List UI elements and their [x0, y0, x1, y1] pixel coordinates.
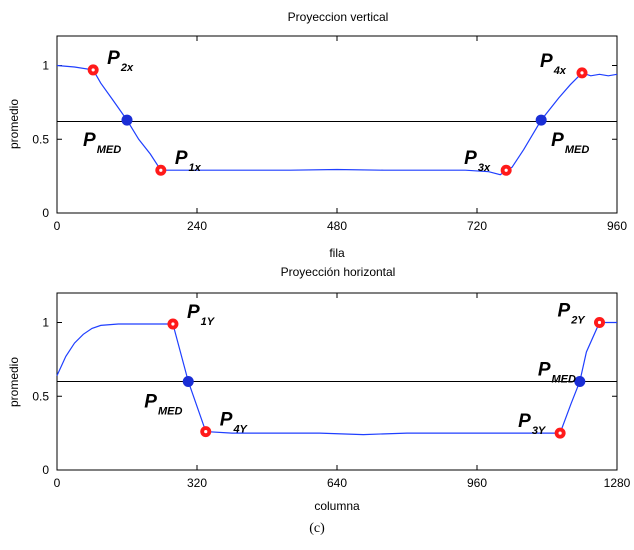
point-annotation: PMED	[83, 130, 121, 156]
series-line	[56, 321, 617, 436]
red-point-center	[171, 322, 175, 326]
y-tick-label: 0.5	[32, 132, 49, 146]
axis-ticks: 0 320 640 960 1280 0 0.5 1	[32, 293, 631, 490]
point-annotation-subscript: 1Y	[201, 316, 216, 328]
red-point-center	[580, 71, 584, 75]
blue-point-marker	[121, 114, 133, 126]
series-line	[56, 64, 618, 176]
point-annotation: PMED	[538, 360, 576, 386]
y-tick-label: 1	[42, 59, 49, 73]
y-tick-label: 1	[42, 316, 49, 330]
point-annotation: P4Y	[220, 410, 249, 436]
point-annotation-letter: P	[558, 301, 571, 322]
point-annotation: P4x	[540, 51, 567, 77]
point-annotation-letter: P	[175, 148, 188, 169]
x-tick-label: 320	[187, 476, 207, 490]
figure-caption: (c)	[309, 521, 325, 536]
point-annotation-letter: P	[83, 130, 96, 151]
point-annotation-subscript: MED	[97, 144, 122, 156]
point-annotation-subscript: 3x	[478, 162, 491, 174]
red-point-center	[91, 68, 95, 72]
point-annotation-subscript: MED	[565, 144, 590, 156]
point-annotation: P1Y	[187, 302, 216, 328]
point-annotation: P2Y	[558, 301, 587, 327]
point-annotation-subscript: 3Y	[532, 425, 547, 437]
x-tick-label: 0	[54, 476, 61, 490]
point-annotation-subscript: 2Y	[570, 315, 586, 327]
red-point-center	[159, 168, 163, 172]
point-annotation-letter: P	[538, 360, 551, 381]
point-annotation-letter: P	[107, 48, 120, 69]
chart-title: Proyeccion vertical	[288, 10, 389, 24]
y-tick-label: 0	[42, 206, 49, 220]
red-point-center	[558, 431, 562, 435]
blue-point-marker	[574, 376, 586, 387]
x-tick-label: 640	[327, 476, 347, 490]
point-annotation-letter: P	[464, 148, 477, 169]
point-annotation: PMED	[144, 392, 182, 418]
x-tick-label: 960	[467, 476, 487, 490]
x-axis-label: columna	[314, 499, 360, 513]
point-annotation-letter: P	[551, 130, 564, 151]
plot-area	[56, 35, 618, 214]
red-point-center	[597, 320, 602, 325]
point-annotation-subscript: MED	[552, 374, 577, 386]
point-annotation-subscript: 4x	[553, 65, 567, 77]
blue-point-marker	[535, 114, 547, 126]
point-annotation: P2x	[107, 48, 134, 74]
red-point-center	[204, 430, 208, 434]
point-annotation-subscript: 4Y	[232, 424, 248, 436]
chart-vertical-projection: Proyeccion vertical 0 240 480 720 960 0 0.5 1 P…	[7, 10, 627, 260]
point-annotation: P3Y	[518, 411, 547, 437]
x-tick-label: 1280	[604, 476, 631, 490]
x-tick-label: 720	[467, 219, 487, 233]
point-annotation-letter: P	[187, 302, 200, 323]
point-annotation-subscript: MED	[158, 406, 183, 418]
point-annotation-subscript: 1x	[189, 162, 202, 174]
x-axis-label: fila	[329, 246, 345, 260]
point-annotation: P3x	[464, 148, 491, 174]
point-annotation-letter: P	[220, 410, 233, 431]
y-axis-label: promedio	[7, 357, 21, 407]
chart-horizontal-projection: Proyección horizontal 0 320 640 960 1280 0 0.5…	[7, 265, 631, 513]
chart-title: Proyección horizontal	[281, 265, 396, 279]
axis-ticks: 0 240 480 720 960 0 0.5 1	[32, 36, 627, 233]
x-tick-label: 0	[54, 219, 61, 233]
x-tick-label: 240	[187, 219, 207, 233]
point-annotation: P1x	[175, 148, 202, 174]
red-point-center	[504, 168, 508, 172]
point-annotation-letter: P	[518, 411, 531, 432]
point-annotation-subscript: 2x	[120, 62, 134, 74]
y-tick-label: 0.5	[32, 389, 49, 403]
x-tick-label: 960	[607, 219, 627, 233]
y-tick-label: 0	[42, 463, 49, 477]
point-annotation: PMED	[551, 130, 589, 156]
blue-point-marker	[182, 376, 194, 387]
point-annotation-letter: P	[144, 392, 157, 413]
point-annotation-letter: P	[540, 51, 553, 72]
x-tick-label: 480	[327, 219, 347, 233]
y-axis-label: promedio	[7, 99, 21, 149]
